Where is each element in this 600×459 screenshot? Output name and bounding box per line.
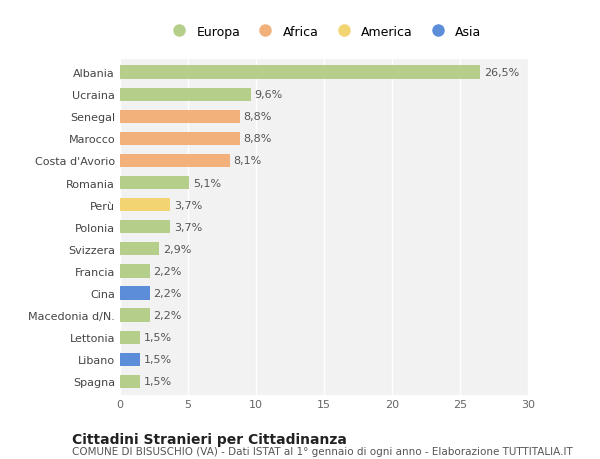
Text: 1,5%: 1,5% [144,354,172,364]
Bar [120,221,170,234]
Text: 8,1%: 8,1% [233,156,262,166]
Bar [120,177,190,190]
Bar [120,309,150,322]
Bar [120,265,150,278]
Legend: Europa, Africa, America, Asia: Europa, Africa, America, Asia [166,26,482,39]
Bar [120,66,481,79]
Bar [120,199,170,212]
Text: 8,8%: 8,8% [243,134,271,144]
Text: 2,9%: 2,9% [163,244,191,254]
Bar [120,88,251,101]
Bar [120,110,239,123]
Text: 2,2%: 2,2% [154,310,182,320]
Text: 9,6%: 9,6% [254,90,282,100]
Bar [120,353,140,366]
Bar [120,132,239,146]
Bar [120,155,230,168]
Text: 3,7%: 3,7% [174,222,202,232]
Text: 1,5%: 1,5% [144,332,172,342]
Bar [120,243,160,256]
Text: 3,7%: 3,7% [174,200,202,210]
Text: 2,2%: 2,2% [154,288,182,298]
Text: 5,1%: 5,1% [193,178,221,188]
Text: 2,2%: 2,2% [154,266,182,276]
Bar [120,375,140,388]
Text: 26,5%: 26,5% [484,68,519,78]
Bar [120,287,150,300]
Text: 8,8%: 8,8% [243,112,271,122]
Text: COMUNE DI BISUSCHIO (VA) - Dati ISTAT al 1° gennaio di ogni anno - Elaborazione : COMUNE DI BISUSCHIO (VA) - Dati ISTAT al… [72,446,573,456]
Bar [120,331,140,344]
Text: Cittadini Stranieri per Cittadinanza: Cittadini Stranieri per Cittadinanza [72,432,347,446]
Text: 1,5%: 1,5% [144,376,172,386]
